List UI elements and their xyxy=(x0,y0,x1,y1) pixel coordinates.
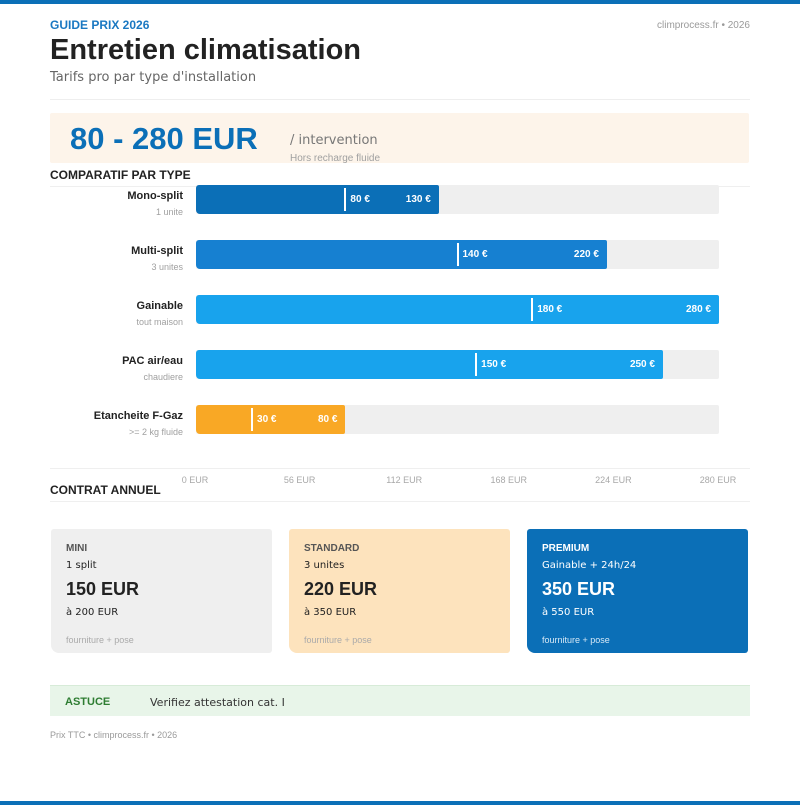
max-price-label: 80 € xyxy=(317,414,338,425)
range-bar xyxy=(196,185,439,214)
min-price-marker xyxy=(475,353,478,376)
tip-text: Verifiez attestation cat. I xyxy=(150,696,285,709)
contract-max-price: à 350 EUR xyxy=(304,607,357,618)
header-divider xyxy=(50,99,750,100)
contract-tier: MINI xyxy=(66,543,88,554)
max-price-label: 280 € xyxy=(685,304,711,315)
max-price-label: 250 € xyxy=(629,359,655,370)
top-accent-bar xyxy=(0,0,800,4)
row-label: Mono-split xyxy=(127,190,183,202)
x-tick-label: 56 EUR xyxy=(283,475,316,485)
axis-divider xyxy=(50,468,750,469)
min-price-label: 80 € xyxy=(350,194,370,205)
min-price-label: 30 € xyxy=(257,414,277,425)
max-price-label: 130 € xyxy=(405,194,431,205)
section-title-comparatif: COMPARATIF PAR TYPE xyxy=(50,168,191,182)
contract-card-premium: PREMIUM Gainable + 24h/24 350 EUR à 550 EUR… xyxy=(527,529,748,653)
row-label: Multi-split xyxy=(131,245,183,257)
price-range-note: Hors recharge fluide xyxy=(290,153,381,164)
bottom-accent-bar xyxy=(0,801,800,805)
section-title-contrat: CONTRAT ANNUEL xyxy=(50,483,161,497)
range-bar xyxy=(196,350,663,379)
min-price-marker xyxy=(456,243,459,266)
contract-price: 220 EUR xyxy=(304,579,378,599)
contract-max-price: à 550 EUR xyxy=(542,607,595,618)
contract-footnote: fourniture + pose xyxy=(304,635,372,645)
min-price-label: 180 € xyxy=(537,304,563,315)
range-bar xyxy=(196,295,719,324)
max-price-label: 220 € xyxy=(573,249,599,260)
min-price-label: 150 € xyxy=(481,359,507,370)
contract-tier: PREMIUM xyxy=(542,543,590,554)
section-divider xyxy=(50,501,750,502)
row-sublabel: 3 unites xyxy=(151,262,183,272)
x-tick-label: 224 EUR xyxy=(595,475,632,485)
tip-banner: ASTUCE Verifiez attestation cat. I xyxy=(50,685,750,716)
site-reference: climprocess.fr • 2026 xyxy=(657,20,750,31)
price-range-banner: 80 - 280 EUR / intervention Hors recharg… xyxy=(50,113,749,164)
contract-tier: STANDARD xyxy=(304,543,360,554)
contract-card-standard: STANDARD 3 unites 220 EUR à 350 EUR fournitu… xyxy=(289,529,510,653)
x-tick-label: 280 EUR xyxy=(699,475,737,485)
x-tick-label: 168 EUR xyxy=(490,475,528,485)
contract-price: 350 EUR xyxy=(542,579,616,599)
contract-description: 3 unites xyxy=(304,560,345,571)
x-tick-label: 112 EUR xyxy=(386,475,423,485)
min-price-marker xyxy=(251,408,254,431)
contract-price: 150 EUR xyxy=(66,579,140,599)
range-bar xyxy=(196,240,607,269)
row-sublabel: 1 unite xyxy=(155,207,183,217)
min-price-label: 140 € xyxy=(462,249,488,260)
min-price-marker xyxy=(531,298,534,321)
guide-kicker: GUIDE PRIX 2026 xyxy=(50,18,150,32)
contract-card-mini: MINI 1 split 150 EUR à 200 EUR fourniture + … xyxy=(51,529,272,653)
footer-note: Prix TTC • climprocess.fr • 2026 xyxy=(50,730,178,740)
page-subtitle: Tarifs pro par type d'installation xyxy=(50,70,257,85)
contract-footnote: fourniture + pose xyxy=(66,635,134,645)
x-tick-label: 0 EUR xyxy=(181,475,209,485)
row-label: PAC air/eau xyxy=(122,355,183,367)
price-range-unit: / intervention xyxy=(290,133,378,148)
tip-tag: ASTUCE xyxy=(65,696,111,708)
row-sublabel: tout maison xyxy=(136,317,183,327)
contract-max-price: à 200 EUR xyxy=(66,607,119,618)
row-sublabel: >= 2 kg fluide xyxy=(128,427,183,437)
row-label: Etancheite F-Gaz xyxy=(93,410,183,422)
row-sublabel: chaudiere xyxy=(143,372,183,382)
price-range-value: 80 - 280 EUR xyxy=(70,121,258,156)
contract-description: 1 split xyxy=(66,560,97,571)
min-price-marker xyxy=(344,188,347,211)
contract-description: Gainable + 24h/24 xyxy=(542,560,637,571)
contract-footnote: fourniture + pose xyxy=(542,635,610,645)
range-bar xyxy=(196,405,346,434)
row-label: Gainable xyxy=(136,300,183,312)
page-title: Entretien climatisation xyxy=(50,34,362,66)
